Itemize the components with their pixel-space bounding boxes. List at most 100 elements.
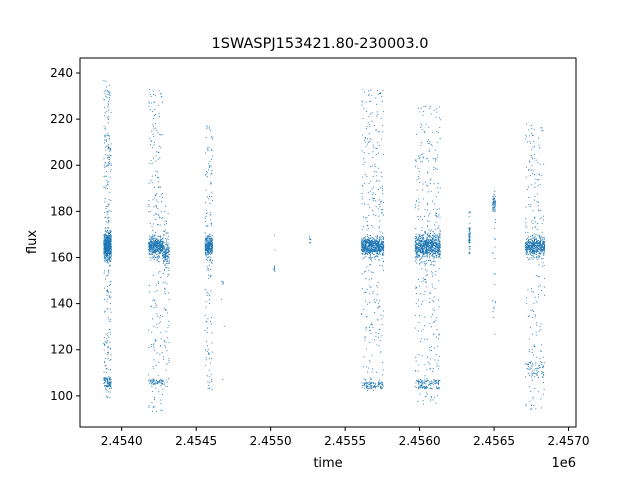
data-point bbox=[103, 238, 105, 240]
data-point bbox=[494, 200, 497, 203]
data-point bbox=[157, 201, 159, 203]
data-point bbox=[535, 242, 537, 244]
data-point bbox=[422, 243, 424, 245]
data-point bbox=[167, 238, 169, 240]
data-point bbox=[156, 242, 158, 244]
data-point bbox=[105, 388, 107, 390]
data-point bbox=[531, 149, 533, 151]
data-point bbox=[382, 253, 384, 255]
data-point bbox=[108, 234, 110, 236]
data-point bbox=[155, 127, 157, 129]
data-point bbox=[438, 240, 440, 242]
data-point bbox=[210, 261, 212, 263]
data-point bbox=[426, 203, 428, 205]
data-point bbox=[366, 381, 368, 383]
data-point bbox=[492, 207, 494, 209]
data-point bbox=[494, 300, 497, 302]
data-point bbox=[368, 383, 370, 385]
data-point bbox=[368, 326, 371, 329]
data-point bbox=[416, 250, 418, 252]
data-point bbox=[106, 117, 108, 119]
data-point bbox=[109, 259, 111, 261]
data-point bbox=[168, 269, 170, 272]
data-point bbox=[423, 156, 425, 158]
data-point bbox=[109, 359, 111, 362]
data-point bbox=[424, 232, 426, 234]
data-point bbox=[109, 342, 111, 344]
data-point bbox=[439, 257, 441, 259]
data-point bbox=[209, 250, 212, 252]
data-point bbox=[107, 93, 109, 96]
data-point bbox=[537, 255, 539, 257]
data-point bbox=[434, 380, 436, 382]
data-point bbox=[369, 125, 371, 127]
data-point bbox=[530, 360, 532, 363]
data-point bbox=[107, 164, 109, 166]
data-point bbox=[110, 250, 112, 252]
data-point bbox=[375, 97, 377, 99]
data-point bbox=[208, 247, 210, 249]
data-point bbox=[429, 264, 431, 266]
data-point bbox=[535, 248, 537, 250]
data-point bbox=[375, 256, 377, 258]
data-point bbox=[151, 385, 153, 387]
data-point bbox=[543, 393, 545, 395]
data-point bbox=[537, 161, 539, 163]
data-point bbox=[426, 286, 428, 288]
data-point bbox=[540, 252, 542, 254]
data-point bbox=[206, 212, 208, 214]
data-point bbox=[210, 136, 212, 138]
data-point bbox=[435, 221, 437, 223]
data-point bbox=[534, 346, 536, 348]
data-point bbox=[149, 257, 151, 259]
data-point bbox=[152, 250, 155, 252]
data-point bbox=[423, 234, 425, 236]
data-point bbox=[437, 247, 439, 249]
data-point bbox=[376, 344, 378, 346]
data-point bbox=[381, 318, 383, 320]
data-point bbox=[209, 126, 211, 128]
data-point bbox=[163, 256, 165, 258]
data-point bbox=[159, 134, 161, 136]
data-point bbox=[106, 231, 108, 233]
data-point bbox=[165, 253, 168, 255]
data-point bbox=[158, 185, 160, 188]
data-point bbox=[109, 147, 111, 149]
data-point bbox=[109, 191, 111, 193]
data-point bbox=[108, 138, 110, 140]
data-point bbox=[436, 245, 438, 247]
data-point bbox=[537, 240, 540, 242]
data-point bbox=[367, 122, 369, 124]
data-point bbox=[422, 157, 424, 159]
data-point bbox=[375, 382, 377, 384]
data-point bbox=[529, 367, 531, 369]
data-point bbox=[104, 166, 106, 168]
data-point bbox=[163, 382, 165, 384]
data-point bbox=[223, 325, 225, 327]
data-point bbox=[153, 235, 155, 237]
data-point bbox=[163, 230, 166, 233]
data-point bbox=[527, 141, 529, 143]
data-point bbox=[208, 299, 211, 301]
data-point bbox=[436, 252, 438, 254]
data-point bbox=[376, 171, 378, 173]
data-point bbox=[422, 114, 424, 116]
data-point bbox=[424, 268, 427, 270]
data-point bbox=[366, 217, 368, 219]
data-point bbox=[361, 245, 363, 247]
data-point bbox=[435, 246, 437, 248]
data-point bbox=[373, 214, 375, 216]
data-point bbox=[163, 339, 165, 341]
data-point bbox=[432, 368, 434, 370]
data-point bbox=[361, 198, 364, 200]
data-point bbox=[532, 241, 534, 243]
data-point bbox=[153, 398, 155, 401]
data-point bbox=[207, 163, 209, 165]
data-point bbox=[107, 203, 109, 205]
data-point bbox=[535, 178, 537, 180]
data-point bbox=[367, 381, 369, 383]
data-point bbox=[148, 252, 150, 254]
data-point bbox=[531, 127, 533, 129]
data-point bbox=[377, 93, 379, 95]
data-point bbox=[164, 264, 166, 266]
